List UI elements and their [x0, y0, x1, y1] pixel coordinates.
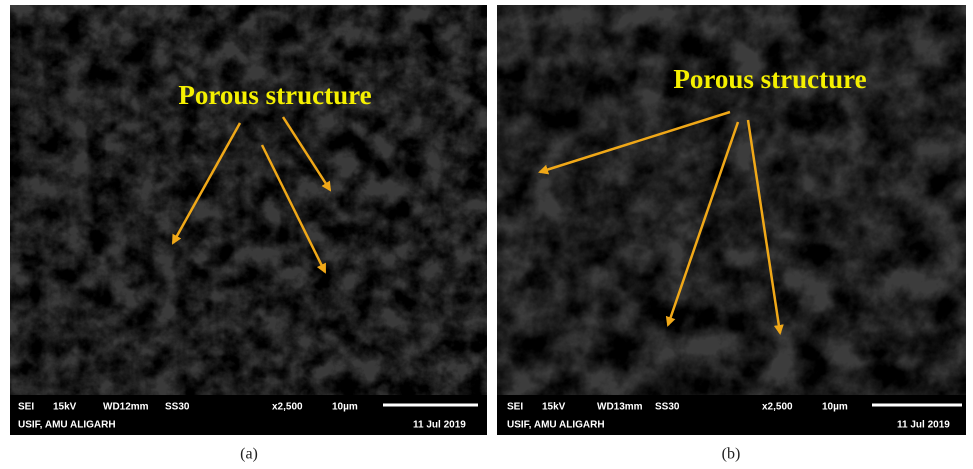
working-distance: WD13mm: [597, 402, 643, 413]
date: 11 Jul 2019: [897, 420, 950, 431]
caption: (a): [240, 446, 258, 463]
annotation: Porous structure: [673, 64, 866, 94]
facility: USIF, AMU ALIGARH: [18, 420, 116, 431]
working-distance: WD12mm: [103, 402, 149, 413]
voltage: 15kV: [542, 402, 566, 413]
voltage: 15kV: [53, 402, 77, 413]
scale: 10µm: [332, 402, 358, 413]
detector: SEI: [18, 402, 34, 413]
magnification: x2,500: [762, 402, 793, 413]
facility: USIF, AMU ALIGARH: [507, 420, 605, 431]
annotation: Porous structure: [178, 80, 371, 110]
figure: SEI 15kV WD12mm SS30 x2,500 10µm USIF, A…: [0, 0, 973, 469]
spot-size: SS30: [655, 402, 680, 413]
spot-size: SS30: [165, 402, 190, 413]
magnification: x2,500: [272, 402, 303, 413]
panel-a: SEI 15kV WD12mm SS30 x2,500 10µm USIF, A…: [10, 5, 487, 463]
caption: (b): [722, 446, 741, 463]
detector: SEI: [507, 402, 523, 413]
panel-b: SEI 15kV WD13mm SS30 x2,500 10µm USIF, A…: [497, 5, 966, 463]
scale: 10µm: [822, 402, 848, 413]
date: 11 Jul 2019: [413, 420, 466, 431]
micrograph-texture: [10, 5, 487, 395]
